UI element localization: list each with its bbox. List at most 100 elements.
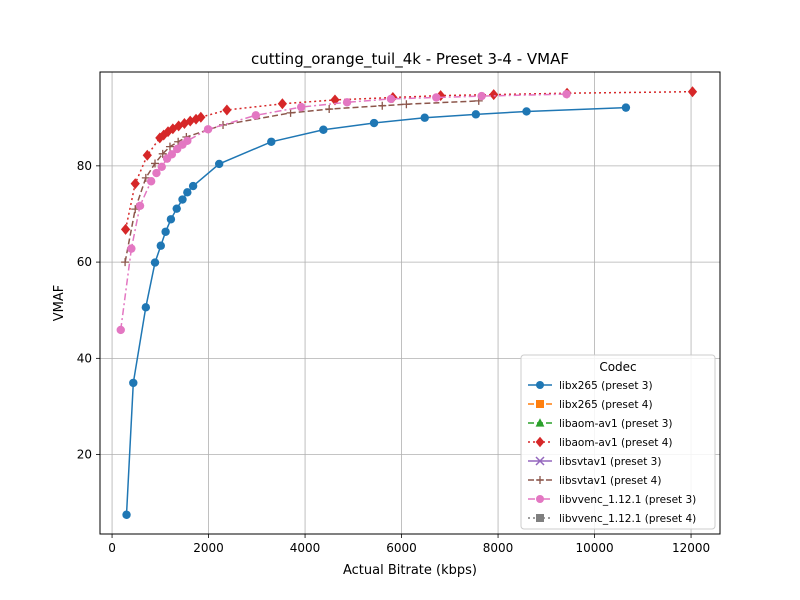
legend-marker (536, 514, 544, 522)
data-point (203, 125, 213, 134)
data-point (156, 241, 165, 250)
legend-item: libx265 (preset 3) (528, 380, 653, 392)
data-point (222, 104, 232, 116)
data-point (161, 227, 170, 236)
legend-item: libaom-av1 (preset 3) (528, 418, 673, 430)
y-axis-label: VMAF (52, 285, 67, 321)
data-point (185, 115, 195, 127)
data-point (141, 303, 151, 312)
data-point (214, 159, 224, 169)
data-point (296, 102, 306, 112)
legend-label: libx265 (preset 4) (559, 399, 653, 411)
data-point (152, 168, 161, 178)
legend-item: libvvenc_1.12.1 (preset 3) (528, 494, 696, 506)
data-point (151, 159, 160, 168)
x-tick-label: 12000 (672, 541, 710, 555)
data-point (146, 177, 156, 186)
series-group (121, 96, 483, 267)
data-point (142, 149, 152, 161)
legend: Codec libx265 (preset 3) libx265 (preset 4… (520, 354, 716, 530)
data-point (562, 89, 571, 99)
legend-marker (536, 495, 544, 503)
legend-label: libx265 (preset 3) (559, 380, 653, 392)
series-group (116, 89, 571, 335)
data-point (129, 378, 138, 388)
legend-item: libsvtav1 (preset 3) (528, 456, 661, 468)
tick-layer: 0 2000 4000 6000 8000 10000 12000 20 40 60 80 (77, 159, 710, 555)
grid (100, 72, 720, 534)
data-point (687, 86, 698, 98)
data-point (183, 136, 192, 146)
data-point (168, 123, 178, 135)
data-point (166, 215, 176, 224)
data-point (386, 94, 396, 104)
data-point (167, 150, 177, 159)
data-point (286, 108, 295, 117)
data-point (188, 181, 198, 191)
data-point (267, 137, 276, 146)
data-point (621, 103, 631, 112)
legend-item: libsvtav1 (preset 4) (528, 475, 661, 487)
x-axis-label: Actual Bitrate (kbps) (343, 563, 477, 578)
legend-item: libaom-av1 (preset 4) (528, 436, 673, 449)
legend-marker (535, 456, 545, 466)
y-tick-label: 20 (77, 448, 92, 462)
legend-title: Codec (599, 360, 636, 374)
data-point (277, 98, 288, 110)
data-point (174, 120, 184, 132)
legend-item: libvvenc_1.12.1 (preset 4) (528, 513, 696, 525)
data-point (165, 142, 174, 151)
y-tick-label: 60 (77, 255, 92, 269)
chart-title: cutting_orange_tuil_4k - Preset 3-4 - VM… (251, 50, 569, 69)
legend-label: libaom-av1 (preset 4) (559, 437, 673, 449)
x-tick-label: 2000 (193, 541, 224, 555)
y-tick-label: 80 (77, 159, 92, 173)
data-point (477, 91, 486, 101)
data-point (135, 201, 145, 210)
data-point (141, 173, 150, 182)
data-point (183, 188, 192, 197)
data-point (158, 149, 167, 158)
data-point (432, 93, 441, 102)
legend-marker (536, 476, 544, 484)
data-point (489, 89, 499, 101)
series-group (122, 103, 631, 519)
data-point (522, 107, 531, 116)
data-point (378, 101, 387, 110)
data-point (191, 113, 201, 125)
legend-marker (535, 436, 545, 448)
series-group (120, 86, 698, 235)
data-point (121, 258, 130, 267)
x-tick-label: 0 (108, 541, 116, 555)
x-tick-label: 10000 (575, 541, 613, 555)
data-point (179, 118, 190, 129)
data-point (420, 113, 429, 122)
legend-item: libx265 (preset 4) (528, 399, 653, 411)
data-point (122, 510, 131, 519)
data-point (120, 223, 131, 235)
data-point (471, 110, 481, 119)
series-layer (116, 86, 698, 519)
plot-frame (99, 71, 721, 535)
data-point (157, 162, 166, 172)
data-point (178, 195, 187, 204)
legend-label: libsvtav1 (preset 3) (559, 456, 661, 468)
legend-marker (536, 381, 544, 389)
data-point (172, 204, 181, 213)
legend-label: libaom-av1 (preset 3) (559, 418, 673, 430)
data-point (330, 94, 340, 106)
data-point (130, 178, 140, 190)
x-tick-label: 8000 (483, 541, 514, 555)
data-point (163, 126, 173, 138)
data-point (150, 258, 160, 267)
data-point (196, 111, 206, 123)
legend-label: libvvenc_1.12.1 (preset 3) (559, 494, 696, 506)
data-point (369, 118, 379, 128)
legend-box (520, 354, 716, 530)
legend-marker (535, 418, 545, 427)
data-point (325, 105, 334, 114)
x-tick-label: 6000 (386, 541, 417, 555)
data-point (127, 244, 136, 253)
data-point (251, 111, 261, 120)
